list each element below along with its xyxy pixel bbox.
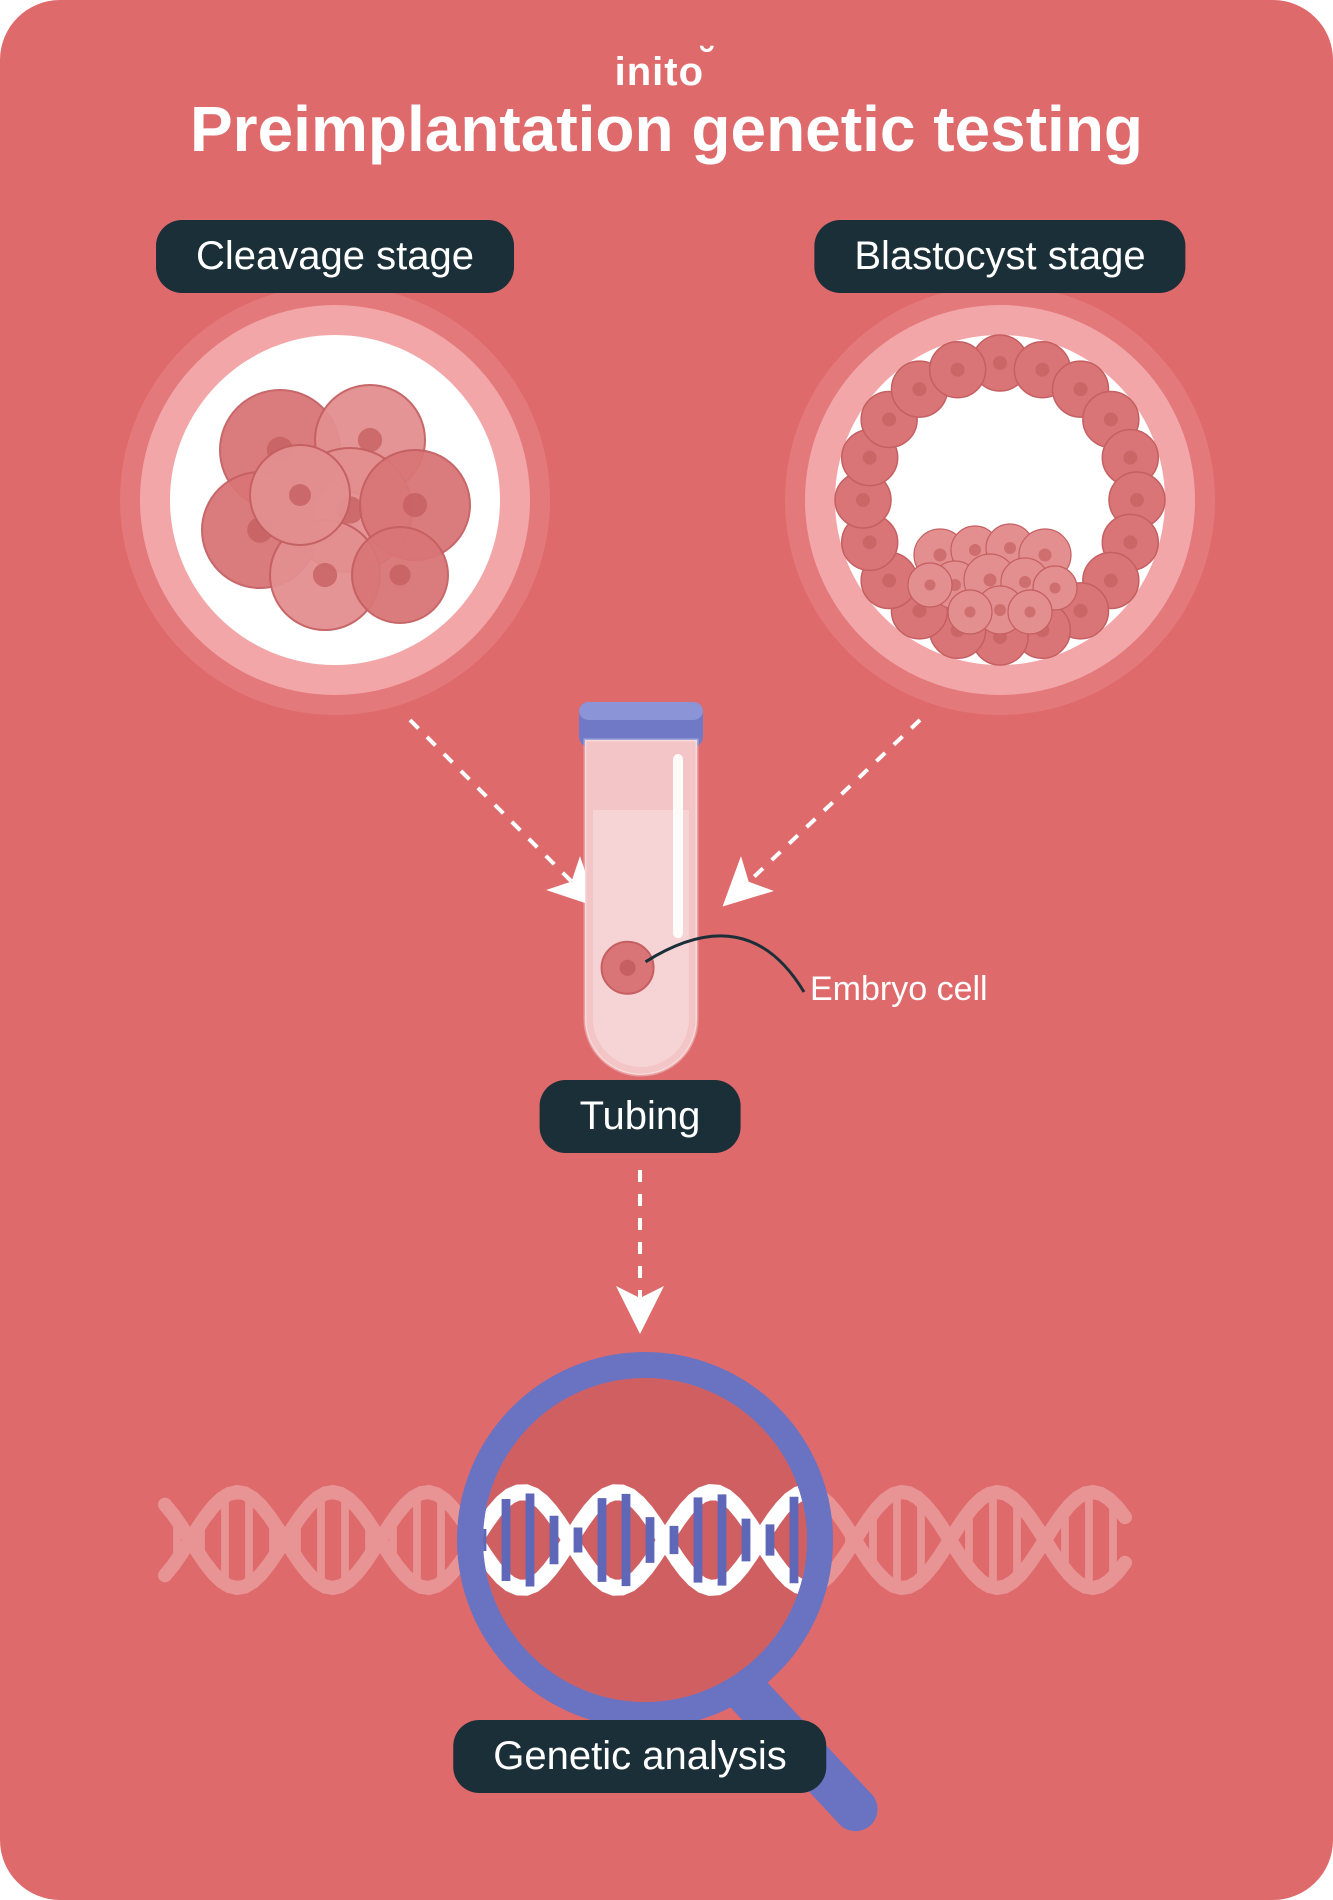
page-title: Preimplantation genetic testing (190, 92, 1143, 166)
cleavage-embryo (120, 285, 550, 715)
tubing-label: Tubing (540, 1080, 741, 1153)
blastocyst-embryo (785, 285, 1215, 715)
test-tube (579, 702, 703, 1075)
brand-logo: inito˘ (615, 50, 719, 95)
embryo-cell-annotation: Embryo cell (810, 970, 988, 1009)
brand-text: inito (615, 50, 704, 94)
cleavage-stage-label: Cleavage stage (156, 220, 514, 293)
infographic-canvas: inito˘ Preimplantation genetic testing C… (0, 0, 1333, 1900)
genetic-analysis-label: Genetic analysis (453, 1720, 826, 1793)
blastocyst-stage-label: Blastocyst stage (814, 220, 1185, 293)
